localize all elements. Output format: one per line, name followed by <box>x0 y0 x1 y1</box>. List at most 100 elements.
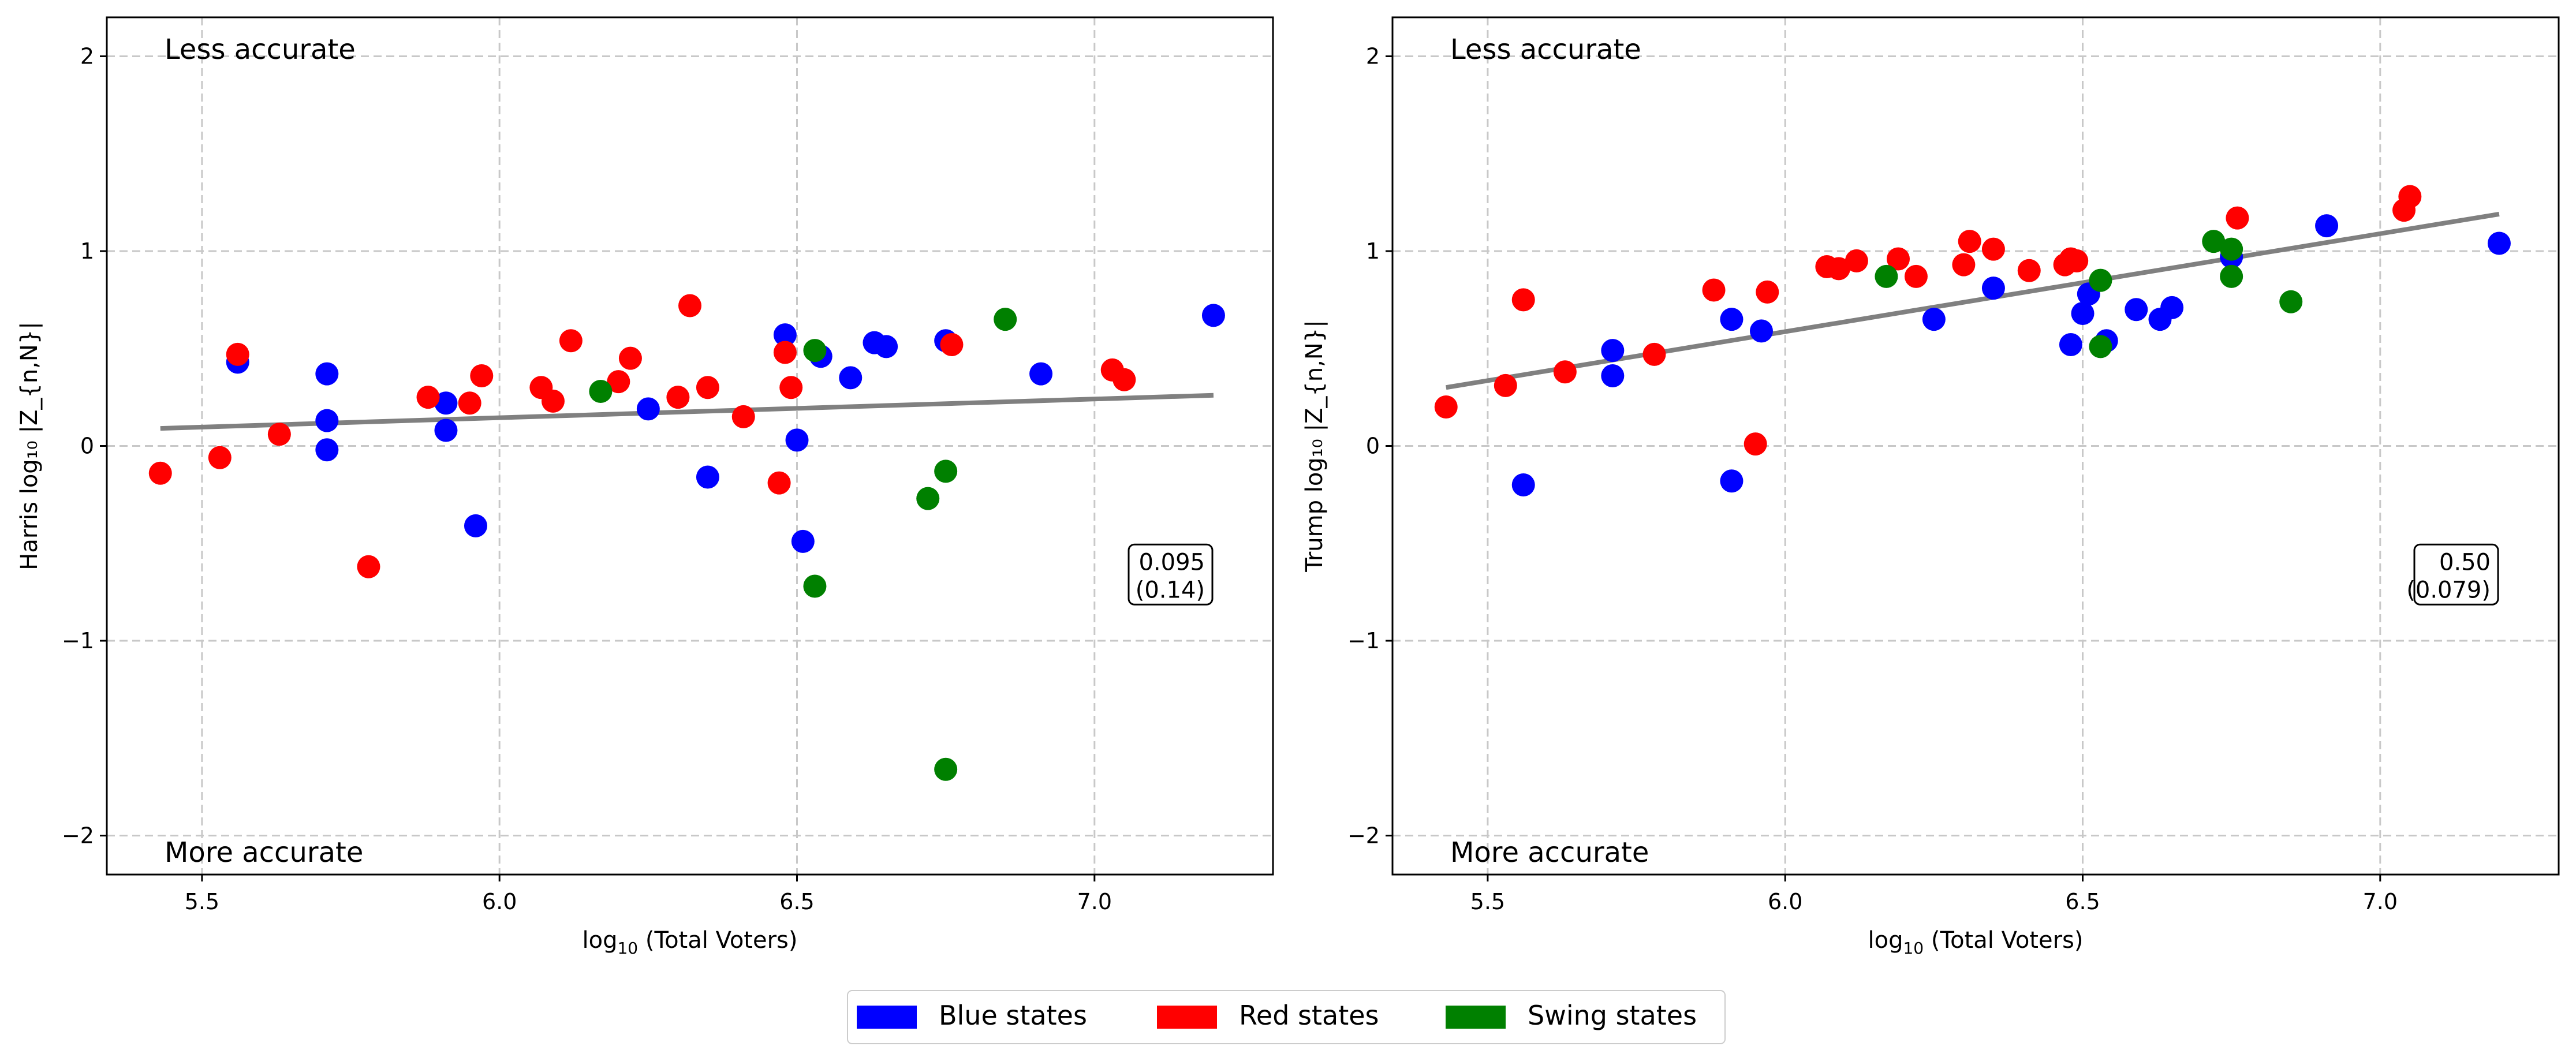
chart-1-stat-box-coefficient: 0.50 <box>2439 549 2491 576</box>
chart-0-red-point-16 <box>731 405 755 428</box>
chart-1-blue-point-6 <box>1922 308 1946 331</box>
chart-0-red-point-0 <box>148 461 172 485</box>
chart-1-red-point-1 <box>1494 373 1517 397</box>
chart-0-blue-point-10 <box>785 428 809 452</box>
chart-0-annotation-more-accurate: More accurate <box>165 836 363 869</box>
legend: Blue states Red states Swing states <box>847 990 1726 1044</box>
chart-0-red-point-15 <box>696 376 719 399</box>
chart-0-green-point-0 <box>589 380 613 403</box>
chart-1-ytick-label-3: 1 <box>1366 238 1380 264</box>
legend-label-green: Swing states <box>1528 1000 1697 1031</box>
chart-0-stat-box-stderr: (0.14) <box>1136 577 1205 603</box>
chart-0-red-point-22 <box>1112 368 1136 391</box>
legend-label-red: Red states <box>1239 1000 1379 1031</box>
chart-1-blue-point-3 <box>1720 308 1744 331</box>
chart-1-xtick-label-1: 6.0 <box>1768 889 1802 914</box>
chart-0-blue-point-11 <box>791 529 815 553</box>
legend-frame <box>847 990 1726 1044</box>
chart-0-red-point-18 <box>773 341 797 364</box>
chart-1-y-axis-label: Trump log₁₀ |Z_{n,N}| <box>1301 320 1328 572</box>
chart-1-red-point-7 <box>1756 280 1779 304</box>
chart-1-red-point-6 <box>1744 432 1767 456</box>
chart-0-stat-box-coefficient: 0.095 <box>1138 549 1205 576</box>
chart-1-blue-point-7 <box>1981 277 2005 300</box>
chart-0-red-point-19 <box>779 376 803 399</box>
chart-0-red-point-20 <box>940 333 964 356</box>
chart-0-blue-point-6 <box>464 514 487 537</box>
chart-1-red-point-2 <box>1511 288 1535 312</box>
chart-0-green-point-4 <box>934 459 958 483</box>
trump-chart: 5.5 6.0 6.5 7.0 −2 −1 0 1 2 log10 (Total Voters) T… <box>1301 16 2560 958</box>
chart-1-red-point-15 <box>1981 237 2005 261</box>
chart-0-ytick-label-4: 2 <box>80 44 94 69</box>
chart-0-red-point-2 <box>226 342 249 366</box>
chart-1-xtick-label-2: 6.5 <box>2065 889 2100 914</box>
chart-1-green-point-1 <box>2089 335 2112 358</box>
chart-0-blue-point-7 <box>636 397 660 421</box>
chart-0-ytick-label-1: −1 <box>62 628 94 653</box>
chart-1-fit-line <box>1446 211 2500 390</box>
chart-1-blue-point-0 <box>1511 473 1535 496</box>
chart-1-ytick-label-0: −2 <box>1347 823 1380 849</box>
chart-1-red-point-12 <box>1904 264 1928 288</box>
legend-swatch-green <box>1446 1006 1506 1029</box>
chart-0-y-axis-label: Harris log₁₀ |Z_{n,N}| <box>16 322 43 570</box>
chart-1-red-point-14 <box>1958 230 1981 253</box>
chart-1-blue-point-5 <box>1749 319 1773 343</box>
chart-1-red-point-0 <box>1434 395 1458 419</box>
chart-0-red-point-10 <box>559 329 583 353</box>
chart-1-red-point-16 <box>2017 259 2041 282</box>
chart-0-green-point-1 <box>803 339 827 363</box>
chart-1-blue-point-12 <box>2125 298 2148 322</box>
chart-1-stat-box-stderr: (0.079) <box>2406 577 2491 603</box>
chart-0-red-point-4 <box>357 555 380 578</box>
chart-0-blue-point-2 <box>315 409 339 432</box>
legend-swatch-red <box>1157 1006 1217 1029</box>
chart-0-red-point-14 <box>678 294 701 317</box>
chart-1-red-point-5 <box>1702 278 1726 302</box>
chart-0-blue-point-13 <box>839 366 863 390</box>
chart-1-red-point-19 <box>2065 249 2089 272</box>
chart-0-red-point-9 <box>541 389 565 413</box>
chart-0-ytick-label-2: 0 <box>80 434 94 459</box>
chart-1-xtick-label-0: 5.5 <box>1470 889 1505 914</box>
chart-0-red-point-3 <box>267 423 291 446</box>
chart-0-xtick-label-3: 7.0 <box>1077 889 1112 914</box>
chart-0-red-point-11 <box>607 370 630 394</box>
chart-0-blue-point-3 <box>315 438 339 462</box>
chart-1-green-point-5 <box>2220 264 2243 288</box>
legend-label-blue: Blue states <box>939 1000 1087 1031</box>
chart-1-blue-point-14 <box>2160 296 2184 319</box>
chart-0-red-point-7 <box>470 364 494 387</box>
chart-0-blue-point-4 <box>434 391 458 415</box>
chart-1-annotation-more-accurate: More accurate <box>1450 836 1649 869</box>
chart-0-ytick-label-0: −2 <box>62 823 94 849</box>
chart-1-blue-point-8 <box>2059 333 2082 356</box>
chart-0-blue-point-18 <box>1201 304 1225 327</box>
chart-0-blue-point-1 <box>315 362 339 386</box>
chart-1-blue-point-9 <box>2071 302 2095 325</box>
chart-0-green-point-3 <box>916 487 940 510</box>
chart-1-blue-point-4 <box>1720 469 1744 493</box>
chart-1-blue-point-16 <box>2315 214 2339 238</box>
chart-0-red-point-12 <box>618 346 642 370</box>
chart-1-ytick-label-1: −1 <box>1347 628 1380 653</box>
chart-0-x-axis-label: log10 (Total Voters) <box>583 927 798 958</box>
chart-0-stat-box <box>1128 543 1214 606</box>
chart-0-blue-point-9 <box>773 323 797 347</box>
chart-1-red-point-9 <box>1827 257 1850 281</box>
chart-0-red-point-5 <box>416 386 440 409</box>
chart-1-blue-point-1 <box>1601 339 1625 363</box>
chart-1-green-point-3 <box>2202 230 2226 253</box>
chart-1-x-axis-label: log10 (Total Voters) <box>1868 927 2084 958</box>
harris-chart: 5.5 6.0 6.5 7.0 −2 −1 0 1 2 log10 (Total Voters) H… <box>16 16 1274 958</box>
chart-1-red-point-10 <box>1845 249 1868 272</box>
chart-1-green-point-0 <box>1875 264 1898 288</box>
chart-1-red-point-11 <box>1887 247 1910 271</box>
chart-1-annotation-less-accurate: Less accurate <box>1450 33 1641 66</box>
chart-0-annotation-less-accurate: Less accurate <box>165 33 356 66</box>
chart-0-ytick-label-3: 1 <box>80 238 94 264</box>
chart-0-xtick-label-2: 6.5 <box>779 889 814 914</box>
